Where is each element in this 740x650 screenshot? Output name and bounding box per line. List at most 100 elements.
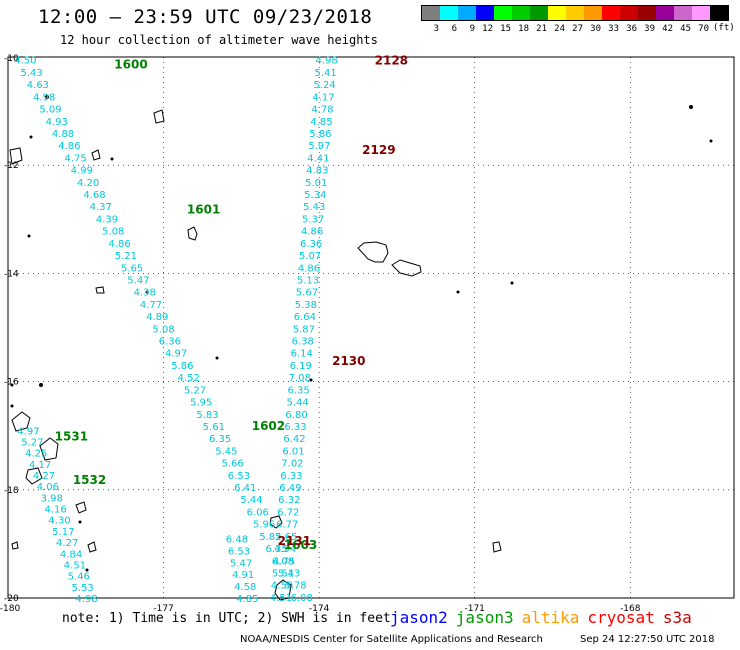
wave-height-value: 4.77 xyxy=(140,300,162,311)
wave-height-value: 5.44 xyxy=(286,398,308,409)
legend-label: 36 xyxy=(626,24,637,34)
island-fiji-east xyxy=(39,437,59,461)
wave-height-value: 5.08 xyxy=(102,227,124,238)
legend-swatch xyxy=(494,6,512,20)
wave-height-value: 6.14 xyxy=(291,349,313,360)
wave-height-value: 6.42 xyxy=(283,434,305,445)
legend-swatch xyxy=(602,6,620,20)
island-islet-1 xyxy=(153,109,165,124)
lat-tick-label: -10 xyxy=(4,54,19,64)
wave-height-value: 4.75 xyxy=(273,556,295,567)
islet-dot xyxy=(145,290,149,294)
wave-height-value: 4.98 xyxy=(33,92,55,103)
legend-label: 70 xyxy=(698,24,709,34)
legend-swatch xyxy=(566,6,584,20)
legend-swatch xyxy=(656,6,674,20)
wave-height-value: 4.88 xyxy=(52,129,74,140)
wave-height-value: 4.16 xyxy=(44,505,66,516)
wave-height-value: 5.51 xyxy=(272,568,294,579)
wave-height-value: 4.58 xyxy=(234,582,256,593)
wave-height-value: 6.38 xyxy=(292,337,314,348)
wave-height-value: 4.30 xyxy=(48,516,70,527)
wave-height-value: 5.66 xyxy=(222,459,244,470)
island-lau-1 xyxy=(75,501,87,514)
lon-tick-label: -174 xyxy=(309,604,330,614)
wave-height-value: 4.86 xyxy=(58,141,80,152)
wave-height-value: 7.08 xyxy=(289,373,311,384)
legend-swatch xyxy=(458,6,476,20)
legend-swatch xyxy=(584,6,602,20)
wave-height-value: 4.89 xyxy=(146,312,168,323)
islet-dot xyxy=(29,135,33,139)
footer-timestamp: Sep 24 12:27:50 UTC 2018 xyxy=(580,634,715,645)
small-islets xyxy=(10,95,713,572)
wave-height-value: 4.20 xyxy=(77,178,99,189)
wave-height-value: 4.99 xyxy=(71,166,93,177)
legend-label: 18 xyxy=(518,24,529,34)
lat-tick-label: -12 xyxy=(4,161,19,171)
wave-height-value: 6.64 xyxy=(294,312,316,323)
map-subtitle: 12 hour collection of altimeter wave hei… xyxy=(60,33,378,47)
legend-swatch xyxy=(674,6,692,20)
legend-swatch xyxy=(512,6,530,20)
islet-dot xyxy=(45,95,49,99)
wave-height-value: 4.84 xyxy=(60,549,82,560)
wave-height-value: 5.46 xyxy=(68,572,90,583)
legend-swatch xyxy=(692,6,710,20)
wave-height-value: 4.85 xyxy=(310,117,332,128)
wave-height-value: 6.72 xyxy=(277,507,299,518)
wave-height-value: 4.75 xyxy=(64,153,86,164)
wave-height-value: 4.78 xyxy=(311,105,333,116)
legend-label: 6 xyxy=(451,24,457,34)
wave-height-value: 6.01 xyxy=(282,446,304,457)
satellite-name: jason2 xyxy=(390,608,448,627)
legend-label: 12 xyxy=(482,24,493,34)
wave-height-value: 5.38 xyxy=(295,300,317,311)
wave-height-value: 4.39 xyxy=(96,214,118,225)
wave-height-value: 5.96 xyxy=(253,520,275,531)
wave-height-value: 5.43 xyxy=(21,68,43,79)
wave-height-value: 5.43 xyxy=(303,202,325,213)
wave-height-value: 6.35 xyxy=(288,385,310,396)
islet-dot xyxy=(85,568,89,572)
islet-dot xyxy=(689,105,693,109)
pass-time-label: 1600 xyxy=(114,57,147,71)
wave-height-value: 6.36 xyxy=(159,337,181,348)
island-islet-5 xyxy=(11,541,19,550)
lon-tick-label: -171 xyxy=(464,604,484,614)
wave-height-value: 4.06 xyxy=(37,482,59,493)
satellite-name: cryosat xyxy=(587,608,655,627)
wave-height-value: 6.53 xyxy=(228,546,250,557)
island-wallis xyxy=(187,226,198,241)
satellite-name: altika xyxy=(521,608,580,627)
wave-height-value: 5.21 xyxy=(115,251,137,262)
footer-credit: NOAA/NESDIS Center for Satellite Applica… xyxy=(240,634,543,645)
wave-height-value: 5.27 xyxy=(21,437,43,448)
wave-height-value: 4.51 xyxy=(64,560,86,571)
wave-height-value: 6.33 xyxy=(280,471,302,482)
legend-swatch xyxy=(620,6,638,20)
wave-height-value: 4.17 xyxy=(312,92,334,103)
wave-height-value: 5.86 xyxy=(171,361,193,372)
wave-height-value: 4.25 xyxy=(25,449,47,460)
wave-height-value: 6.35 xyxy=(209,434,231,445)
wave-height-value: 6.19 xyxy=(290,361,312,372)
wave-height-value: 6.48 xyxy=(226,534,248,545)
wave-height-value: 6.36 xyxy=(300,239,322,250)
map-frame xyxy=(7,56,735,599)
wave-height-value: 4.50 xyxy=(271,581,293,592)
island-samoa-savaii xyxy=(391,259,422,277)
wave-height-value: 6.33 xyxy=(284,422,306,433)
island-tonga-north xyxy=(269,515,283,529)
legend-label: 33 xyxy=(608,24,619,34)
wave-height-value: 4.93 xyxy=(46,117,68,128)
map-grid: -180-177-174-171-168-165-10-12-14-16-18-… xyxy=(0,54,734,614)
wave-height-value: 5.47 xyxy=(127,275,149,286)
legend-label: 3 xyxy=(433,24,439,34)
satellite-key: jason2 jason3 altika cryosat s3a xyxy=(390,608,700,627)
island-fiji-north xyxy=(25,467,43,485)
islet-dot xyxy=(10,404,14,408)
wave-height-value: 4.38 xyxy=(134,288,156,299)
wave-height-value: 6.53 xyxy=(228,471,250,482)
